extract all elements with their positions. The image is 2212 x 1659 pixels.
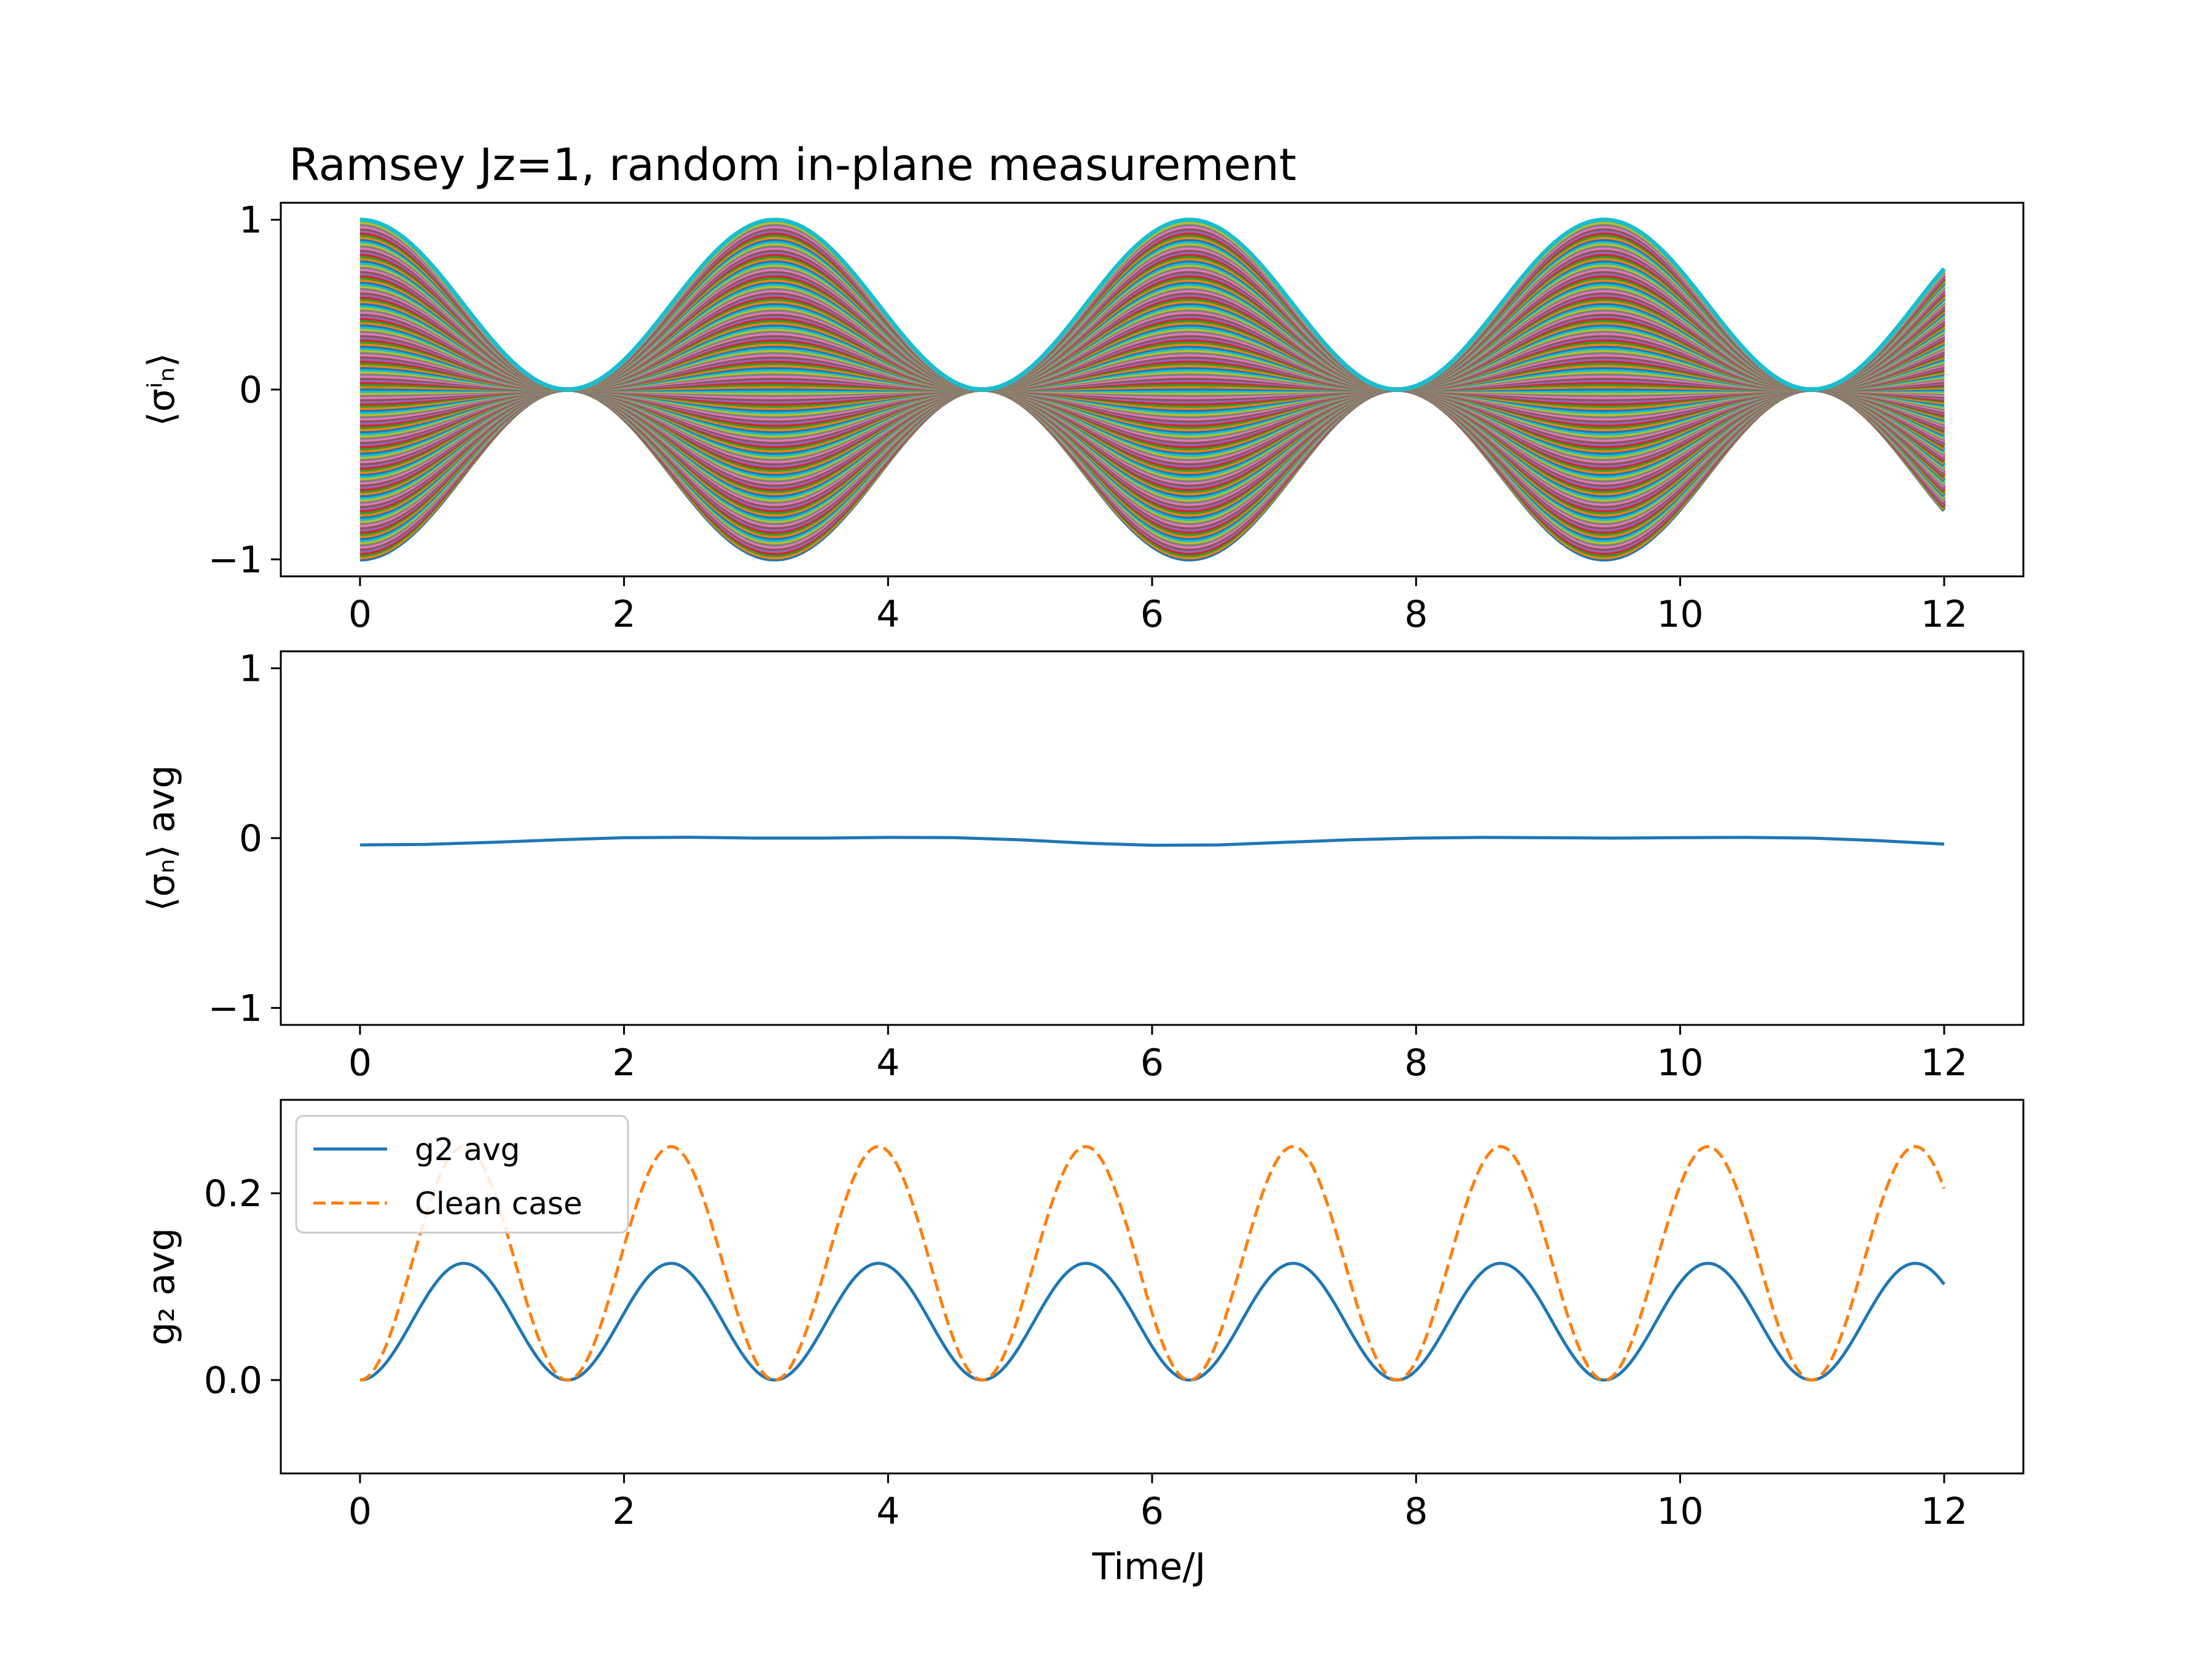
panel-individual-spins: 0 2 4 6 8 10 12 −1 0 1 ⟨σⁱₙ⟩ (140, 199, 2025, 636)
y-tick-label: 0 (239, 817, 262, 860)
series-line-clean-case (359, 1145, 1946, 1382)
plot-area (359, 218, 1946, 562)
x-tick-label: 10 (1657, 1041, 1703, 1084)
x-axis-label: Time/J (1092, 1545, 1206, 1588)
x-tick-label: 8 (1405, 1490, 1428, 1533)
plot-area (359, 1145, 1946, 1382)
y-tick-label: 1 (239, 648, 262, 691)
y-axis-label: ⟨σₙ⟩ avg (140, 765, 183, 911)
x-tick-label: 12 (1921, 1490, 1967, 1533)
y-axis-label: ⟨σⁱₙ⟩ (140, 353, 183, 426)
series-line-g2-avg (359, 1261, 1946, 1382)
x-tick-label: 2 (613, 1041, 636, 1084)
x-tick-label: 8 (1405, 593, 1428, 636)
spin-series-line (359, 218, 1946, 392)
plot-area (359, 836, 1945, 847)
x-tick-label: 12 (1921, 1041, 1967, 1084)
series-line-avg (359, 836, 1945, 847)
x-tick-label: 0 (348, 593, 372, 636)
x-tick-label: 12 (1921, 593, 1967, 636)
y-tick-label: 0.2 (204, 1172, 262, 1215)
x-tick-label: 0 (348, 1490, 372, 1533)
x-tick-label: 4 (876, 1041, 900, 1084)
legend-label: Clean case (415, 1186, 582, 1222)
legend: g2 avg Clean case (295, 1115, 629, 1234)
panel-average-spin: 0 2 4 6 8 10 12 −1 0 1 ⟨σₙ⟩ avg (140, 648, 2025, 1084)
x-tick-label: 6 (1140, 1041, 1164, 1084)
y-tick-label: −1 (208, 987, 262, 1030)
chart-title: Ramsey Jz=1, random in-plane measurement (289, 139, 1296, 190)
y-tick-label: −1 (208, 538, 262, 581)
x-tick-label: 4 (876, 1490, 900, 1533)
legend-label: g2 avg (415, 1132, 520, 1167)
y-tick-label: 0.0 (204, 1359, 262, 1402)
x-tick-label: 0 (348, 1041, 372, 1084)
x-tick-label: 10 (1657, 1490, 1703, 1533)
x-tick-label: 2 (613, 1490, 636, 1533)
x-tick-label: 6 (1140, 1490, 1164, 1533)
y-tick-label: 1 (239, 199, 262, 242)
x-tick-label: 10 (1657, 593, 1703, 636)
y-tick-label: 0 (239, 369, 262, 412)
x-tick-label: 2 (613, 593, 636, 636)
panel-g2-average: 0 2 4 6 8 10 12 0.0 0.2 g₂ avg g2 avg Clean case (140, 1099, 2025, 1533)
y-axis-label: g₂ avg (140, 1228, 183, 1346)
x-tick-label: 6 (1140, 593, 1164, 636)
x-tick-label: 8 (1405, 1041, 1428, 1084)
x-tick-label: 4 (876, 593, 900, 636)
